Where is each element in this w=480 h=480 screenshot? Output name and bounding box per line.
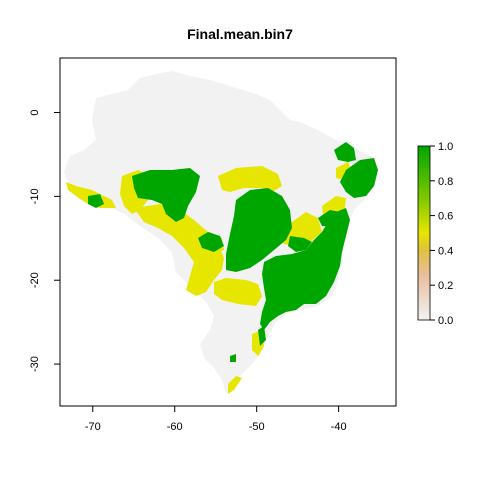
legend-ticks: 1.0 0.8 0.6 0.4 0.2 0.0 xyxy=(430,141,453,327)
y-tick-label: 0 xyxy=(29,109,41,115)
x-tick-label: -60 xyxy=(167,421,183,433)
legend-tick-label: 0.6 xyxy=(438,211,453,223)
x-tick-label: -70 xyxy=(85,421,101,433)
plot-frame xyxy=(59,57,397,407)
legend-tick-label: 0.8 xyxy=(438,176,453,188)
x-tick-label: -40 xyxy=(331,421,347,433)
x-axis: -70 -60 -50 -40 xyxy=(85,406,347,433)
high-suitability-regions xyxy=(88,142,378,362)
legend-tick-label: 0.0 xyxy=(438,315,453,327)
legend-tick-label: 0.4 xyxy=(438,245,453,257)
y-tick-label: -10 xyxy=(29,188,41,204)
map-title: Final.mean.bin7 xyxy=(187,26,293,42)
y-tick-label: -20 xyxy=(29,272,41,288)
legend-tick-label: 0.2 xyxy=(438,280,453,292)
y-axis: 0 -10 -20 -30 xyxy=(29,109,60,372)
legend-colorbar xyxy=(417,145,431,321)
x-tick-label: -50 xyxy=(249,421,265,433)
legend-tick-label: 1.0 xyxy=(438,141,453,153)
brazil-land xyxy=(64,71,378,394)
y-tick-label: -30 xyxy=(29,356,41,372)
